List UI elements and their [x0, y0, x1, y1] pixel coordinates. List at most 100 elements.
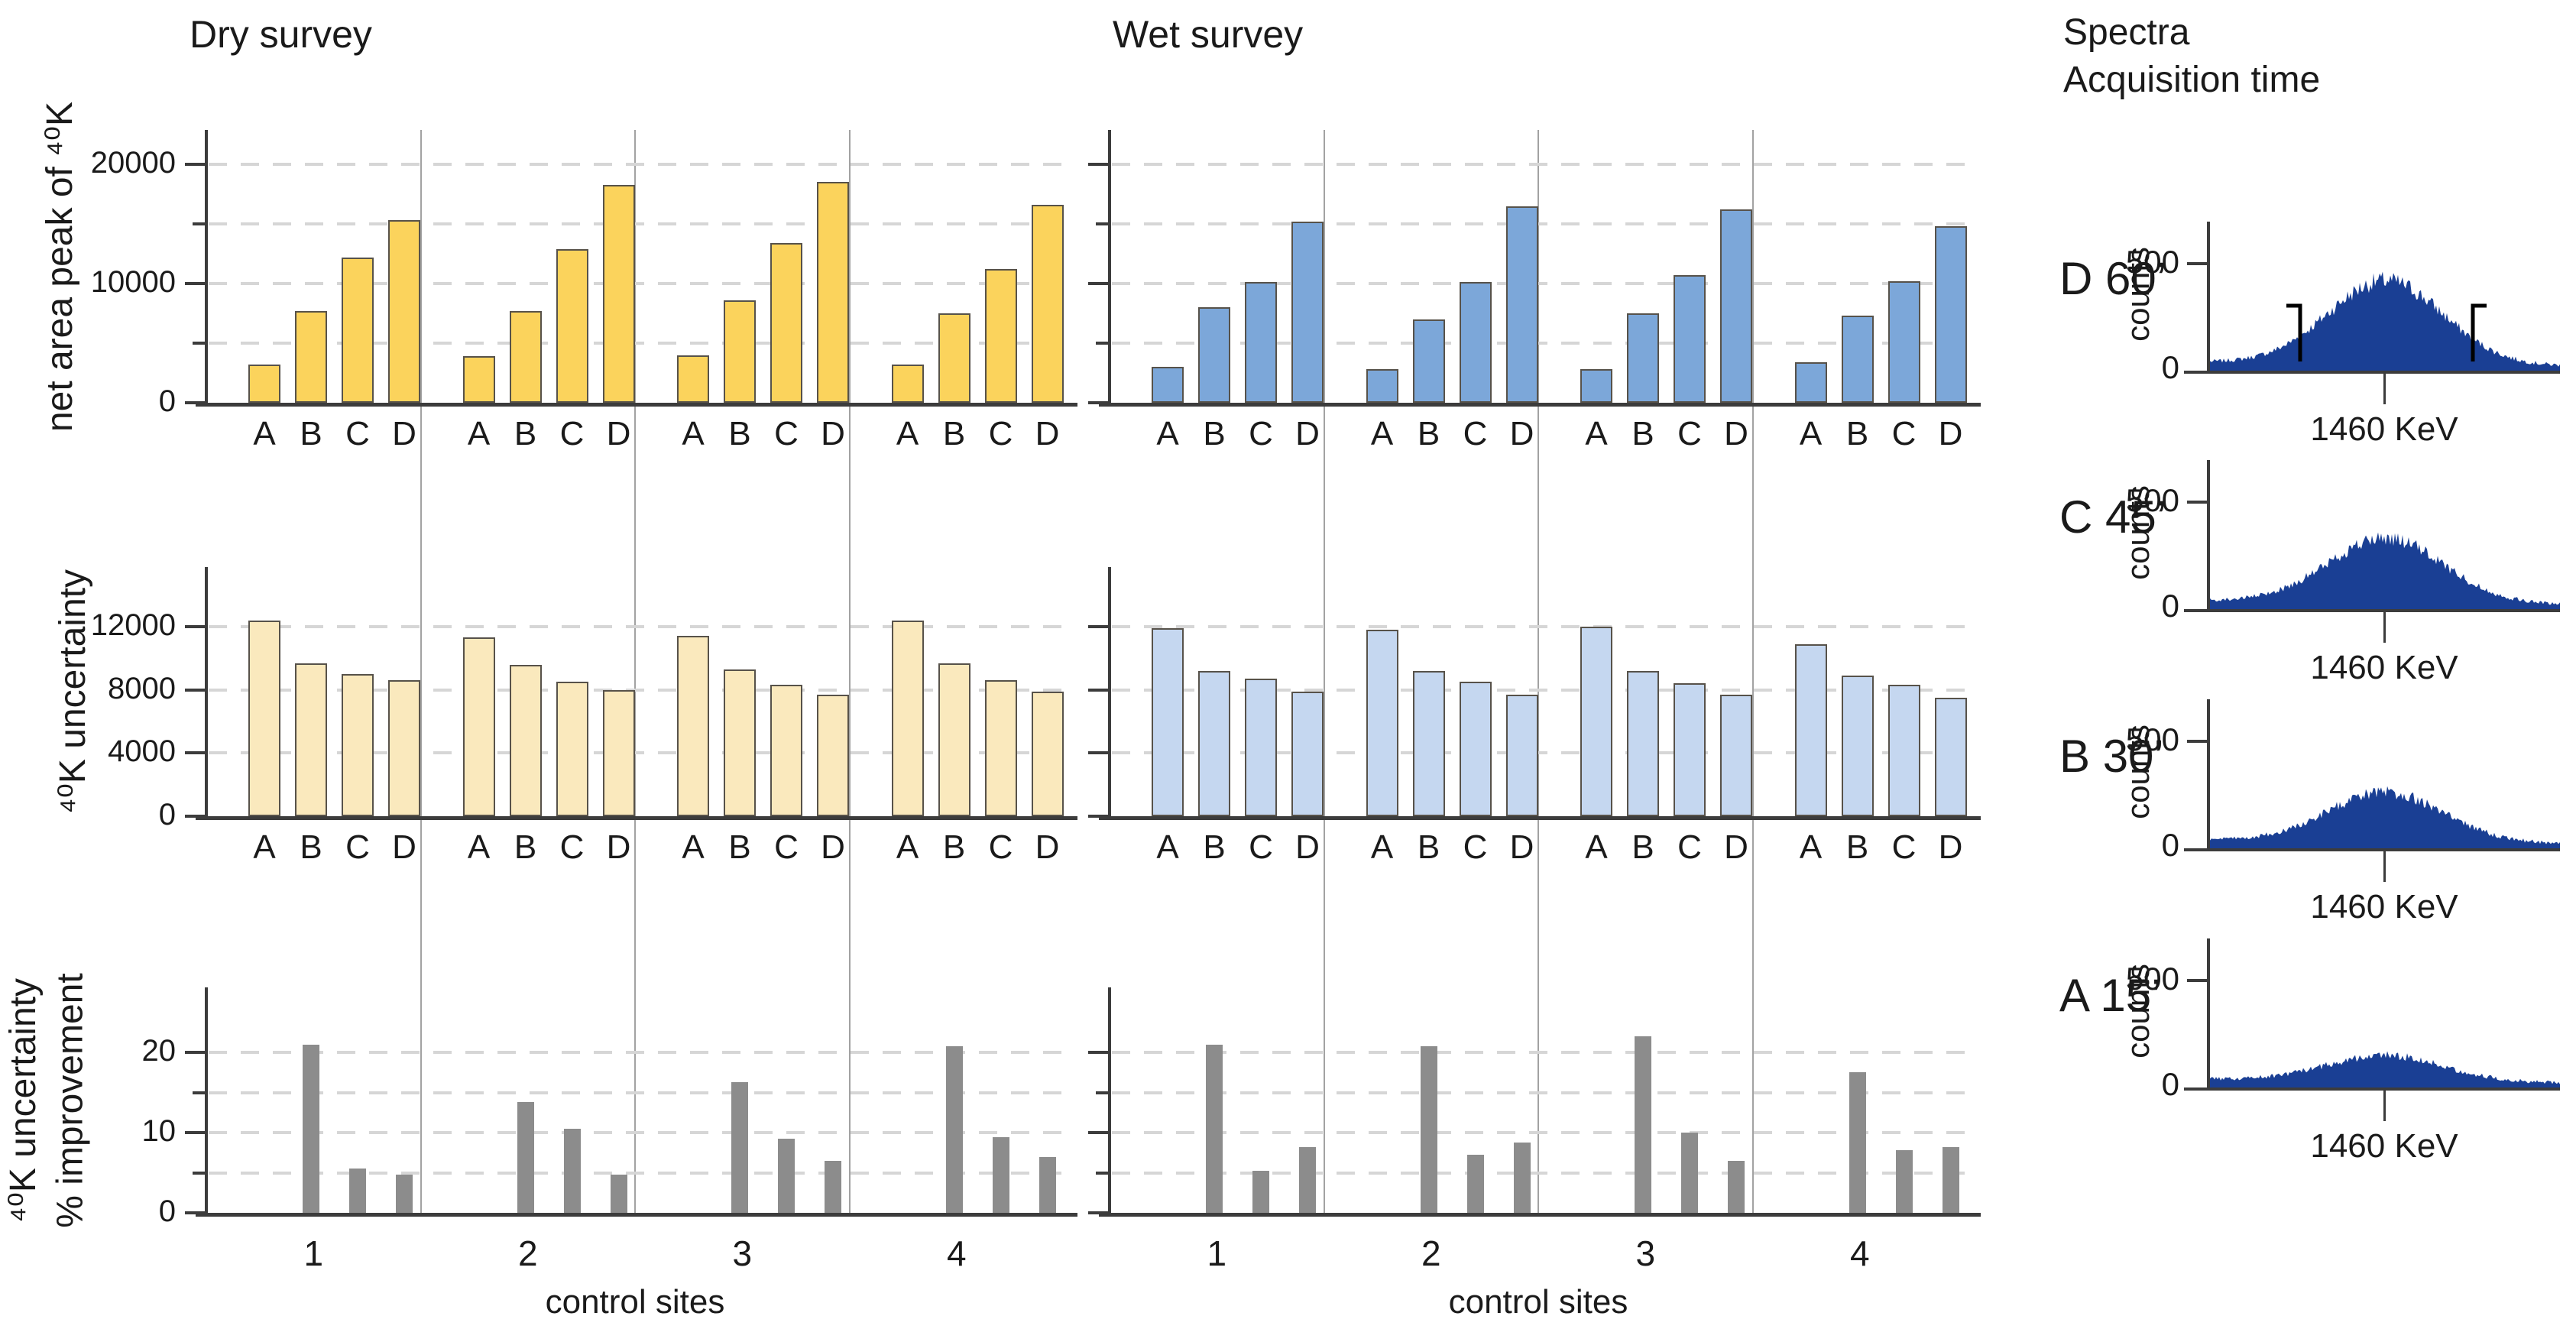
y-axis-title: net area peak of ⁴⁰K	[40, 101, 80, 432]
y-minor-tick-mark	[1096, 1091, 1110, 1094]
spectra-title-line2: Acquisition time	[2063, 60, 2321, 101]
bar	[517, 1102, 534, 1213]
y-axis-line	[1108, 987, 1111, 1214]
site-label: 4	[1849, 1233, 1870, 1273]
bar	[984, 269, 1017, 403]
y-tick-label: 10	[141, 1114, 177, 1148]
bar	[1198, 670, 1230, 816]
y-tick-label: 4000	[108, 734, 176, 769]
site-label: 2	[1421, 1233, 1441, 1273]
spectrum-ytick-mark	[2187, 501, 2208, 504]
category-label: A	[1585, 415, 1608, 452]
y-tick-mark	[1088, 625, 1110, 628]
category-label: A	[896, 828, 919, 866]
bar	[1887, 280, 1920, 403]
bar	[1291, 221, 1324, 403]
spectrum-ytick-top-label: 500	[2125, 482, 2179, 518]
bar	[778, 1139, 795, 1213]
category-label: A	[682, 828, 705, 866]
spectrum-histogram-D	[2210, 271, 2560, 371]
bar	[1627, 313, 1659, 403]
x-axis-line	[196, 403, 1077, 407]
category-label: D	[1295, 415, 1320, 452]
category-label: B	[1203, 415, 1226, 452]
spectrum-ytick-bottom-label: 0	[2161, 349, 2179, 385]
gridline	[209, 751, 1066, 755]
bar	[1299, 1146, 1316, 1213]
bar	[1627, 670, 1659, 816]
bar	[509, 310, 542, 403]
bar	[817, 182, 849, 403]
spectrum-area	[2210, 786, 2560, 848]
spectrum-x-axis-line	[2184, 1088, 2560, 1091]
y-tick-mark	[185, 1211, 206, 1214]
bar	[938, 313, 970, 403]
bar	[1849, 1072, 1866, 1213]
category-label: C	[1249, 828, 1273, 866]
y-tick-mark	[1088, 688, 1110, 692]
spectrum-row-label: B 30’	[2059, 731, 2164, 782]
y-minor-tick-mark	[193, 222, 206, 225]
y-tick-label: 20000	[90, 146, 176, 180]
bar	[1412, 670, 1445, 816]
category-label: C	[559, 828, 585, 866]
y-minor-tick-mark	[1096, 1171, 1110, 1175]
spectrum-y-axis-line	[2207, 460, 2210, 609]
category-label: C	[1463, 415, 1488, 452]
bar	[677, 355, 709, 403]
bar	[1794, 361, 1827, 403]
gridline	[209, 1171, 1066, 1175]
spectrum-ytick-bottom-label: 0	[2161, 1066, 2179, 1102]
bar	[509, 664, 542, 816]
bar	[1841, 316, 1874, 403]
bar	[396, 1174, 413, 1213]
category-label: D	[1035, 828, 1060, 866]
bar	[1580, 369, 1612, 403]
site-label: 3	[1635, 1233, 1656, 1273]
y-tick-mark	[185, 163, 206, 166]
category-label: C	[988, 415, 1013, 452]
gridline	[1112, 222, 1969, 225]
bar	[462, 637, 495, 816]
y-tick-mark	[1088, 163, 1110, 166]
spectrum-xtick-mark	[2383, 1091, 2386, 1121]
category-label: D	[392, 828, 416, 866]
y-tick-mark	[1088, 1131, 1110, 1134]
y-axis-title: ⁴⁰K uncertainty	[53, 569, 93, 815]
spectra-title: Spectra Acquisition time	[2063, 9, 2320, 105]
bar	[342, 257, 374, 403]
x-axis-line	[1099, 816, 1981, 820]
category-label: D	[1295, 828, 1320, 866]
bar	[724, 300, 756, 403]
category-label: D	[1035, 415, 1060, 452]
spectrum-row-label: A 15’	[2059, 970, 2162, 1021]
gridline	[1112, 688, 1969, 692]
bar	[1635, 1036, 1651, 1213]
category-label: C	[1891, 828, 1917, 866]
category-label: B	[728, 828, 751, 866]
bar	[770, 242, 802, 403]
category-label: C	[1891, 415, 1917, 452]
spectrum-xtick-mark	[2383, 612, 2386, 643]
y-minor-tick-mark	[1096, 222, 1110, 225]
bar	[610, 1174, 627, 1213]
spectrum-row-label: C 45’	[2059, 491, 2167, 543]
y-tick-mark	[185, 1051, 206, 1054]
dry-survey-title: Dry survey	[190, 13, 372, 56]
y-axis-title: % improvement	[50, 972, 91, 1228]
y-minor-tick-mark	[1096, 342, 1110, 345]
spectrum-ytick-bottom-label: 0	[2161, 827, 2179, 863]
y-tick-mark	[185, 401, 206, 404]
gridline	[1112, 163, 1969, 166]
spectrum-x-axis-title: 1460 KeV	[2310, 1127, 2458, 1165]
bar	[1794, 643, 1827, 816]
bar	[992, 1137, 1009, 1213]
spectrum-x-axis-line	[2184, 371, 2560, 374]
spectrum-ytick-top-label: 500	[2125, 244, 2179, 280]
y-tick-mark	[185, 625, 206, 628]
category-label: D	[1509, 828, 1534, 866]
category-label: D	[392, 415, 416, 452]
gridline	[209, 625, 1066, 628]
site-label: 2	[517, 1233, 538, 1273]
category-label: B	[300, 828, 322, 866]
